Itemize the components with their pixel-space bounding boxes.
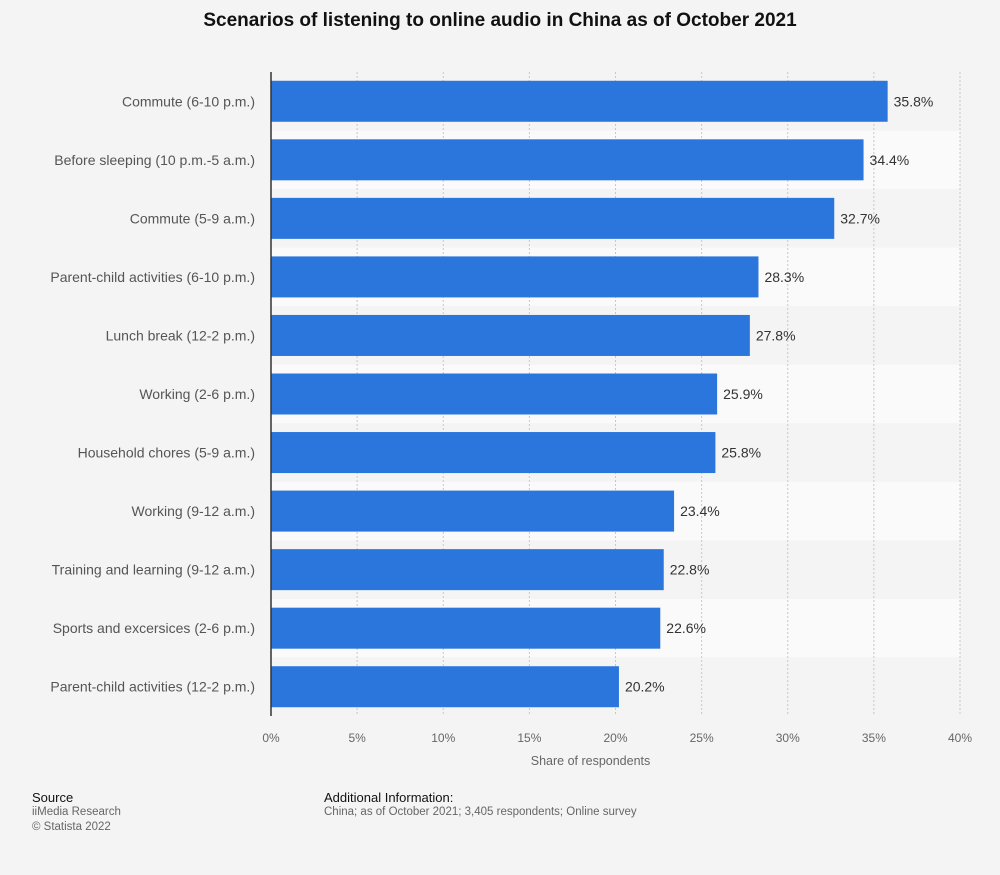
- category-label: Working (2-6 p.m.): [139, 386, 255, 402]
- x-tick-label: 15%: [517, 731, 541, 745]
- x-tick-label: 25%: [690, 731, 714, 745]
- value-label: 27.8%: [756, 327, 796, 343]
- category-label: Training and learning (9-12 a.m.): [52, 562, 255, 578]
- bar[interactable]: [271, 490, 675, 532]
- x-tick-label: 30%: [776, 731, 800, 745]
- x-tick-label: 40%: [948, 731, 972, 745]
- source-block: Source iiMedia Research © Statista 2022: [32, 790, 121, 835]
- chart-title: Scenarios of listening to online audio i…: [203, 10, 797, 31]
- value-label: 22.6%: [666, 620, 706, 636]
- bar[interactable]: [271, 666, 619, 708]
- x-tick-label: 10%: [431, 731, 455, 745]
- bar[interactable]: [271, 197, 835, 239]
- bar[interactable]: [271, 314, 750, 356]
- bar[interactable]: [271, 139, 864, 181]
- x-tick-label: 20%: [603, 731, 627, 745]
- value-label: 23.4%: [680, 503, 720, 519]
- bar[interactable]: [271, 80, 888, 122]
- bar-chart: 0% 5% 10% 15% 20% 25% 30% 35% 40% Commute (6-10 p…: [50, 72, 972, 768]
- x-tick-label: 5%: [348, 731, 366, 745]
- x-axis-title: Share of respondents: [531, 754, 651, 768]
- value-label: 32.7%: [840, 210, 880, 226]
- category-label: Household chores (5-9 a.m.): [78, 445, 255, 461]
- category-label: Sports and excersices (2-6 p.m.): [53, 620, 255, 636]
- bar[interactable]: [271, 549, 664, 591]
- source-name[interactable]: iiMedia Research: [32, 806, 121, 818]
- value-label: 25.9%: [723, 386, 763, 402]
- category-label: Parent-child activities (6-10 p.m.): [50, 269, 255, 285]
- bar[interactable]: [271, 607, 661, 649]
- category-label: Working (9-12 a.m.): [132, 503, 255, 519]
- additional-info-heading: Additional Information:: [324, 790, 454, 805]
- x-tick-label: 35%: [862, 731, 886, 745]
- category-label: Parent-child activities (12-2 p.m.): [50, 679, 255, 695]
- additional-info-text: China; as of October 2021; 3,405 respond…: [324, 806, 637, 818]
- x-tick-label: 0%: [262, 731, 280, 745]
- additional-info-block: Additional Information: China; as of Oct…: [324, 790, 637, 820]
- category-label: Commute (6-10 p.m.): [122, 93, 255, 109]
- value-label: 22.8%: [670, 562, 710, 578]
- source-heading: Source: [32, 790, 74, 805]
- category-label: Before sleeping (10 p.m.-5 a.m.): [54, 152, 255, 168]
- copyright[interactable]: © Statista 2022: [32, 821, 111, 833]
- category-label: Commute (5-9 a.m.): [130, 210, 255, 226]
- value-label: 20.2%: [625, 679, 665, 695]
- bar[interactable]: [271, 373, 718, 415]
- value-label: 35.8%: [894, 93, 934, 109]
- category-label: Lunch break (12-2 p.m.): [106, 327, 255, 343]
- bar[interactable]: [271, 432, 716, 474]
- value-label: 25.8%: [721, 445, 761, 461]
- value-label: 28.3%: [764, 269, 804, 285]
- value-label: 34.4%: [870, 152, 910, 168]
- bar[interactable]: [271, 256, 759, 298]
